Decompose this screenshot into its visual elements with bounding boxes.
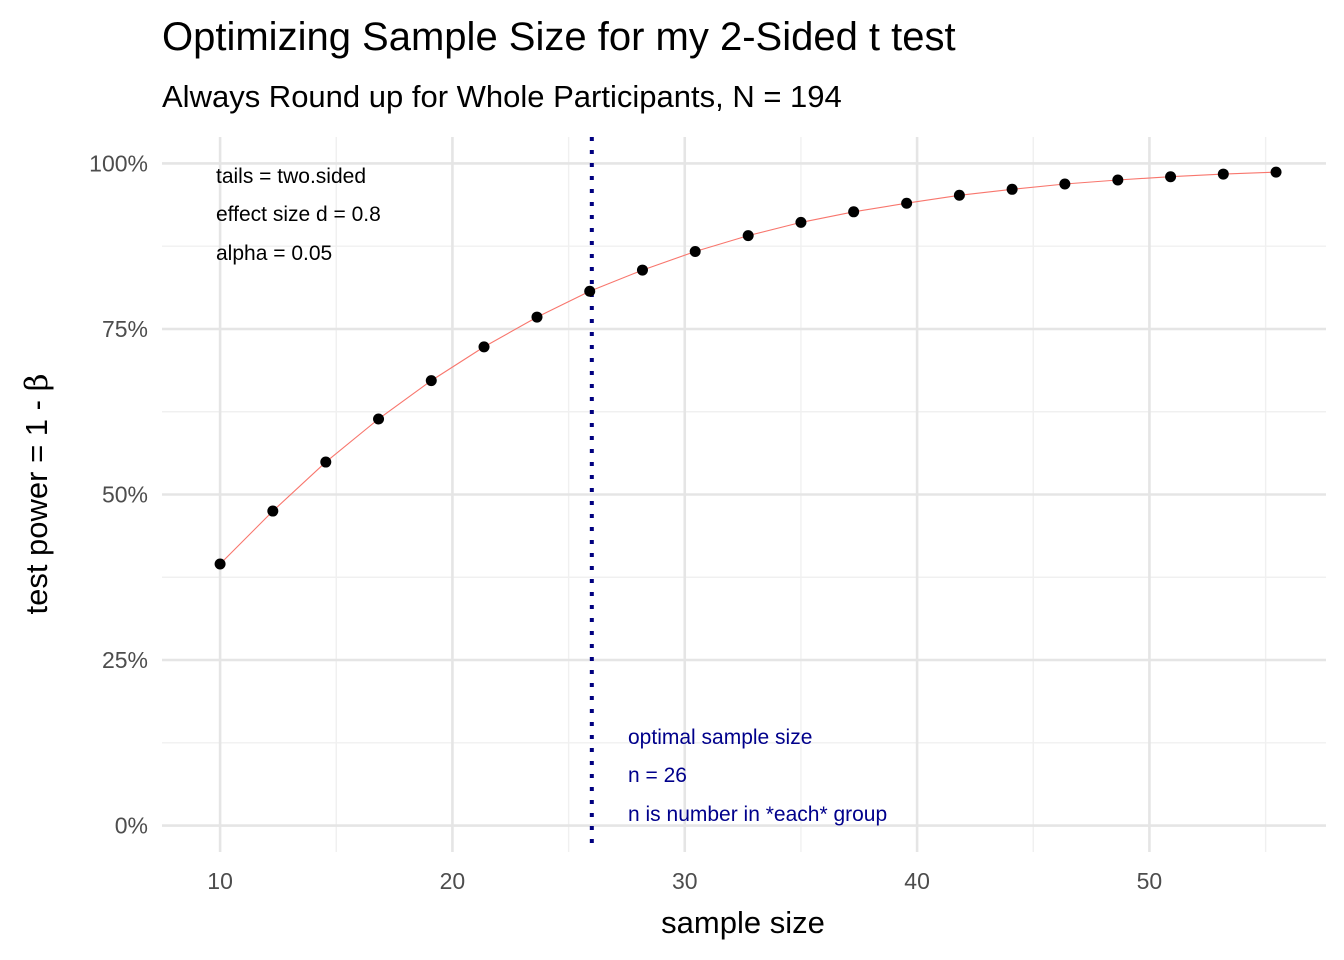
data-point bbox=[478, 341, 490, 353]
y-axis-title-text: test power = 1 - bbox=[19, 391, 54, 614]
data-point bbox=[214, 558, 226, 570]
data-point bbox=[901, 197, 913, 209]
data-point bbox=[531, 311, 543, 323]
data-point bbox=[1165, 171, 1177, 183]
data-points bbox=[214, 166, 1282, 570]
data-point bbox=[848, 206, 860, 218]
data-point bbox=[953, 189, 965, 201]
annotation-optimal-n: n = 26 bbox=[628, 764, 687, 787]
y-tick-label: 25% bbox=[102, 647, 148, 673]
data-point bbox=[1112, 174, 1124, 186]
data-point bbox=[689, 246, 701, 258]
x-tick-label: 20 bbox=[440, 868, 466, 894]
optimal-size-annotations: optimal sample size n = 26 n is number i… bbox=[628, 726, 887, 826]
data-point bbox=[1059, 178, 1071, 190]
annotation-effect-size: effect size d = 0.8 bbox=[216, 203, 381, 226]
data-point bbox=[636, 264, 648, 276]
annotation-each-group: n is number in *each* group bbox=[628, 803, 887, 826]
data-point bbox=[373, 413, 385, 425]
x-axis-title: sample size bbox=[661, 905, 825, 940]
data-point bbox=[1217, 168, 1229, 180]
beta-symbol: β bbox=[19, 373, 55, 391]
major-gridlines bbox=[162, 137, 1326, 852]
data-point bbox=[742, 230, 754, 242]
data-point bbox=[795, 216, 807, 228]
chart-subtitle: Always Round up for Whole Participants, … bbox=[162, 79, 842, 114]
y-tick-label: 50% bbox=[102, 482, 148, 508]
x-tick-labels: 10 20 30 40 50 bbox=[207, 868, 1162, 894]
y-tick-label: 0% bbox=[115, 813, 148, 839]
y-tick-label: 100% bbox=[89, 150, 148, 176]
chart-title: Optimizing Sample Size for my 2-Sided t … bbox=[162, 15, 956, 59]
y-axis-title: test power = 1 - β bbox=[19, 373, 55, 614]
x-tick-label: 10 bbox=[207, 868, 233, 894]
data-point bbox=[1270, 166, 1282, 178]
data-point bbox=[425, 375, 437, 387]
data-point bbox=[320, 456, 332, 468]
y-tick-label: 75% bbox=[102, 316, 148, 342]
annotation-tails: tails = two.sided bbox=[216, 165, 366, 188]
x-tick-label: 40 bbox=[904, 868, 930, 894]
data-point bbox=[1006, 183, 1018, 195]
data-point bbox=[584, 285, 596, 297]
annotation-alpha: alpha = 0.05 bbox=[216, 242, 332, 265]
parameter-annotations: tails = two.sided effect size d = 0.8 al… bbox=[216, 165, 381, 265]
y-tick-labels: 0% 25% 50% 75% 100% bbox=[89, 150, 148, 838]
data-point bbox=[267, 505, 279, 517]
annotation-optimal-label: optimal sample size bbox=[628, 726, 812, 749]
x-tick-label: 30 bbox=[672, 868, 698, 894]
x-tick-label: 50 bbox=[1137, 868, 1163, 894]
